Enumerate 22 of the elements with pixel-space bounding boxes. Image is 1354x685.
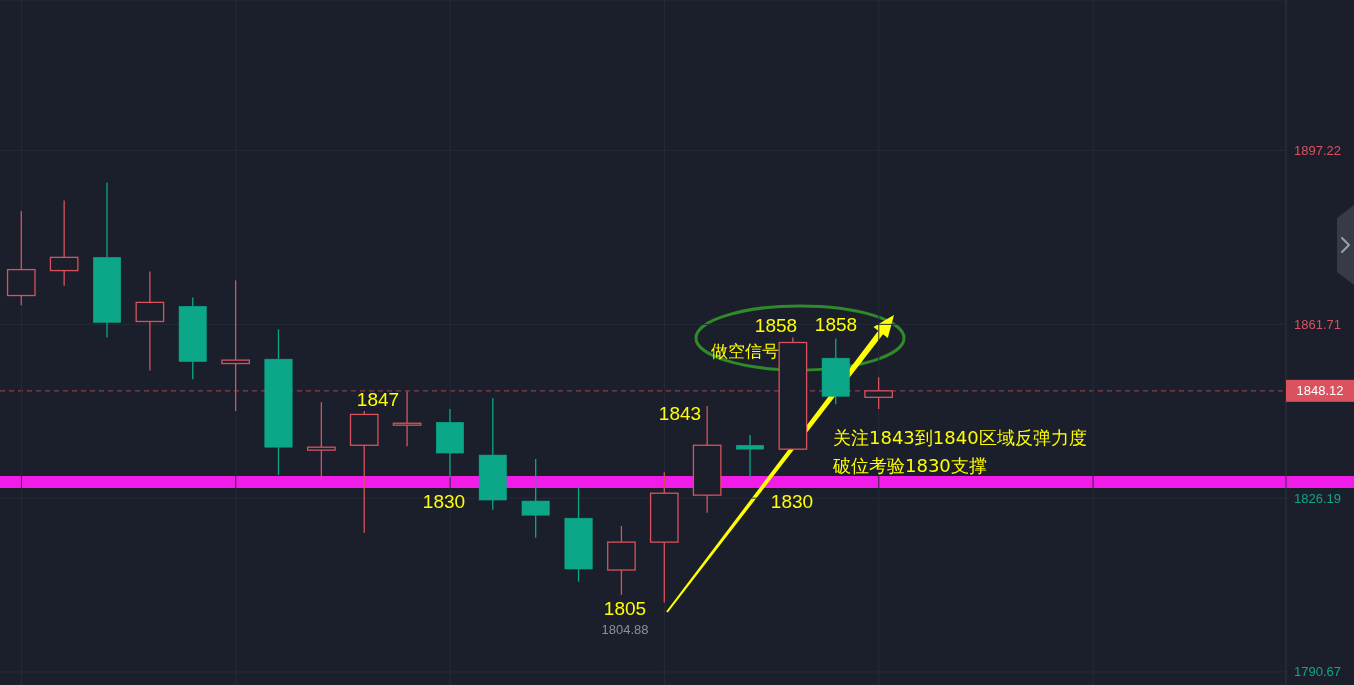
annotation: 1858 [754, 314, 798, 336]
candlestick [306, 401, 336, 481]
annotation: 1858 [814, 313, 858, 335]
candlestick [264, 328, 293, 476]
annotation: 破位考验1830支撑 [832, 454, 987, 476]
annotation: 1843 [658, 402, 702, 424]
ref-line-label: 1848.12 [1296, 383, 1344, 399]
annotation: 1830 [422, 490, 466, 512]
y-tick-label: 1897.22 [1294, 143, 1341, 159]
annotation: 做空信号 [711, 341, 779, 361]
annotation: 1830 [770, 490, 814, 512]
y-tick-label: 1790.67 [1294, 664, 1341, 680]
candlestick [435, 408, 464, 479]
annotation: 1804.88 [601, 621, 649, 637]
annotation: 1847 [356, 388, 400, 410]
candlestick [93, 181, 121, 339]
annotation: 关注1843到1840区域反弹力度 [833, 426, 1087, 448]
candlestick [521, 458, 550, 539]
annotation: 1805 [603, 597, 647, 619]
y-tick-label: 1861.71 [1294, 316, 1341, 332]
candlestick [736, 434, 764, 478]
y-tick-label: 1826.19 [1294, 490, 1341, 506]
